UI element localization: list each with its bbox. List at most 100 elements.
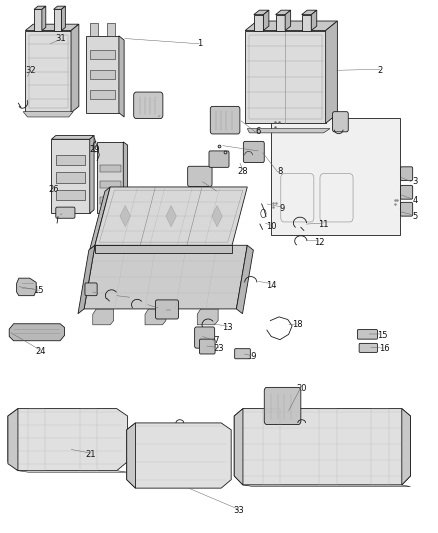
Polygon shape <box>271 118 399 235</box>
Text: 13: 13 <box>124 294 135 303</box>
Polygon shape <box>245 21 337 30</box>
Text: 15: 15 <box>377 331 388 340</box>
Text: 28: 28 <box>238 166 248 175</box>
Polygon shape <box>56 172 85 183</box>
Polygon shape <box>25 30 71 113</box>
Text: 4: 4 <box>412 196 417 205</box>
Polygon shape <box>56 155 85 165</box>
FancyBboxPatch shape <box>400 167 413 181</box>
Polygon shape <box>123 142 127 216</box>
Text: 2: 2 <box>378 66 383 75</box>
Polygon shape <box>42 6 46 30</box>
Polygon shape <box>23 112 73 117</box>
Polygon shape <box>100 165 120 172</box>
Text: 23: 23 <box>214 344 224 353</box>
Text: 31: 31 <box>55 34 65 43</box>
Polygon shape <box>84 245 247 309</box>
Polygon shape <box>302 10 317 14</box>
Text: 12: 12 <box>314 238 325 247</box>
Polygon shape <box>276 14 285 30</box>
Polygon shape <box>95 187 247 245</box>
Polygon shape <box>93 309 114 325</box>
Polygon shape <box>51 139 90 214</box>
Text: 11: 11 <box>318 220 328 229</box>
Polygon shape <box>100 197 120 204</box>
Polygon shape <box>402 409 410 485</box>
FancyBboxPatch shape <box>187 166 212 187</box>
FancyBboxPatch shape <box>209 151 229 167</box>
Polygon shape <box>127 423 231 488</box>
Polygon shape <box>166 206 177 227</box>
FancyBboxPatch shape <box>357 329 378 339</box>
Polygon shape <box>78 245 95 314</box>
FancyBboxPatch shape <box>332 112 348 132</box>
FancyBboxPatch shape <box>199 339 215 354</box>
Polygon shape <box>90 135 94 214</box>
Text: 33: 33 <box>233 506 244 515</box>
Text: 29: 29 <box>90 146 100 155</box>
Polygon shape <box>53 6 65 10</box>
FancyBboxPatch shape <box>210 107 240 134</box>
Text: 14: 14 <box>153 304 163 313</box>
Text: 20: 20 <box>297 384 307 393</box>
Polygon shape <box>53 10 61 30</box>
FancyBboxPatch shape <box>134 92 163 118</box>
Polygon shape <box>61 6 65 30</box>
Polygon shape <box>254 10 269 14</box>
Polygon shape <box>25 24 79 30</box>
FancyBboxPatch shape <box>194 327 215 348</box>
Text: 23: 23 <box>88 286 98 295</box>
Polygon shape <box>90 50 116 59</box>
Polygon shape <box>90 90 116 100</box>
Text: 21: 21 <box>85 450 96 459</box>
Polygon shape <box>34 10 42 30</box>
Polygon shape <box>247 128 330 133</box>
Polygon shape <box>97 142 123 214</box>
FancyBboxPatch shape <box>235 349 251 359</box>
Polygon shape <box>95 245 232 253</box>
Polygon shape <box>9 324 64 341</box>
Polygon shape <box>197 309 218 325</box>
FancyBboxPatch shape <box>359 343 378 352</box>
Text: 14: 14 <box>266 280 276 289</box>
Polygon shape <box>8 409 18 471</box>
Polygon shape <box>145 309 166 325</box>
Polygon shape <box>51 135 94 139</box>
FancyBboxPatch shape <box>85 283 97 296</box>
Text: 9: 9 <box>279 204 285 213</box>
Polygon shape <box>243 485 410 487</box>
Polygon shape <box>71 24 79 113</box>
Polygon shape <box>276 10 291 14</box>
Polygon shape <box>234 409 243 485</box>
Text: 7: 7 <box>255 146 261 155</box>
Text: 15: 15 <box>33 286 44 295</box>
Text: 22: 22 <box>166 307 177 316</box>
FancyBboxPatch shape <box>400 203 413 216</box>
Polygon shape <box>100 181 120 188</box>
Polygon shape <box>107 22 116 36</box>
Text: 3: 3 <box>412 177 417 186</box>
FancyBboxPatch shape <box>56 207 75 218</box>
Polygon shape <box>325 21 337 123</box>
Text: 13: 13 <box>223 323 233 332</box>
Text: 27: 27 <box>212 188 222 197</box>
Text: 25: 25 <box>57 209 67 218</box>
Polygon shape <box>90 22 99 36</box>
Text: 18: 18 <box>292 320 303 329</box>
Polygon shape <box>234 409 410 485</box>
Polygon shape <box>119 36 124 117</box>
Polygon shape <box>302 14 311 30</box>
Polygon shape <box>212 206 222 227</box>
Polygon shape <box>56 190 85 200</box>
Text: 8: 8 <box>277 166 283 175</box>
Polygon shape <box>285 10 291 30</box>
Polygon shape <box>90 187 110 249</box>
FancyBboxPatch shape <box>400 185 413 199</box>
Polygon shape <box>237 245 253 314</box>
Text: 24: 24 <box>35 347 46 356</box>
Polygon shape <box>120 206 131 227</box>
Polygon shape <box>18 471 127 472</box>
Text: 5: 5 <box>412 212 417 221</box>
Text: 17: 17 <box>209 336 220 345</box>
Text: 6: 6 <box>255 127 261 136</box>
